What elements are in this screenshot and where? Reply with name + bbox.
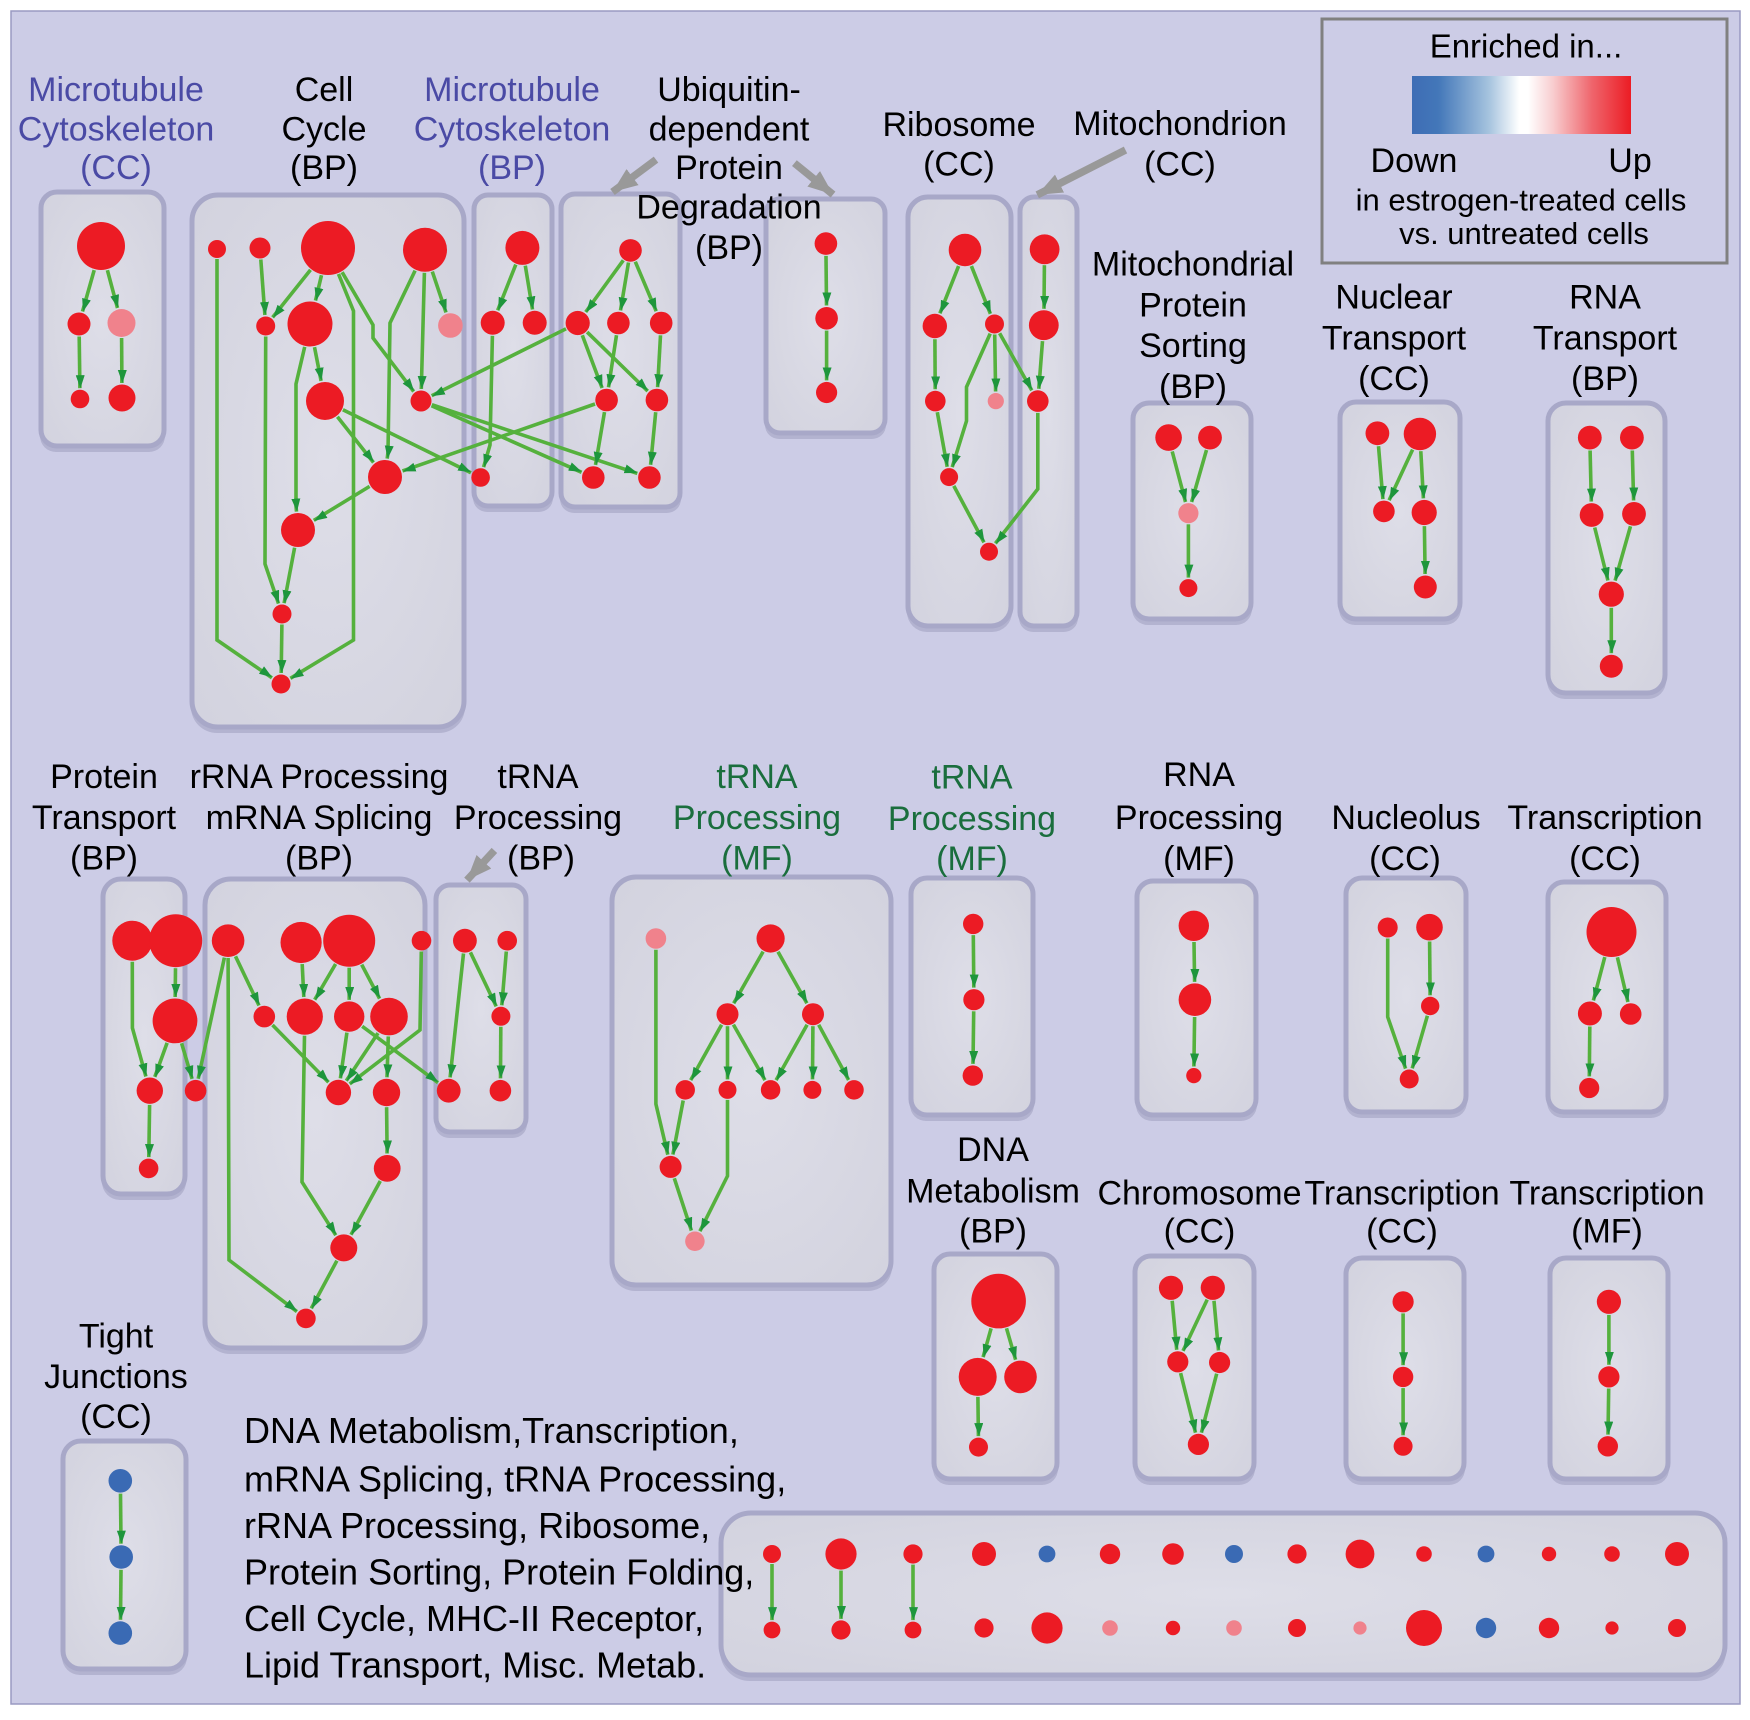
svg-text:(CC): (CC) <box>1358 360 1430 398</box>
svg-text:Sorting: Sorting <box>1139 327 1247 365</box>
svg-text:Junctions: Junctions <box>44 1358 188 1396</box>
svg-text:vs. untreated cells: vs. untreated cells <box>1399 216 1649 251</box>
svg-text:DNA Metabolism,Transcription,: DNA Metabolism,Transcription, <box>244 1410 739 1451</box>
svg-text:(BP): (BP) <box>70 840 138 878</box>
svg-text:Protein: Protein <box>50 758 158 796</box>
svg-text:tRNA: tRNA <box>931 759 1013 797</box>
svg-text:(CC): (CC) <box>1164 1212 1236 1250</box>
svg-text:Mitochondrial: Mitochondrial <box>1092 246 1294 284</box>
svg-text:(BP): (BP) <box>290 149 358 187</box>
svg-text:tRNA: tRNA <box>716 758 798 796</box>
svg-text:mRNA Splicing: mRNA Splicing <box>206 799 433 837</box>
svg-text:Up: Up <box>1608 142 1651 180</box>
svg-text:rRNA Processing: rRNA Processing <box>190 758 449 796</box>
svg-text:(CC): (CC) <box>80 1398 152 1436</box>
svg-text:Processing: Processing <box>1115 799 1283 837</box>
svg-text:Processing: Processing <box>673 799 841 837</box>
svg-text:Microtubule: Microtubule <box>424 71 600 109</box>
svg-text:(MF): (MF) <box>936 840 1008 878</box>
svg-text:Lipid Transport, Misc. Metab.: Lipid Transport, Misc. Metab. <box>244 1644 706 1685</box>
svg-text:(CC): (CC) <box>1144 145 1216 183</box>
svg-text:(CC): (CC) <box>1369 840 1441 878</box>
svg-text:Transport: Transport <box>1533 319 1678 357</box>
svg-text:tRNA: tRNA <box>497 758 579 796</box>
svg-text:Nucleolus: Nucleolus <box>1331 799 1480 837</box>
svg-text:RNA: RNA <box>1163 756 1235 794</box>
svg-text:Degradation: Degradation <box>636 188 821 226</box>
svg-text:Transcription: Transcription <box>1509 1174 1704 1212</box>
svg-text:Tight: Tight <box>79 1318 154 1356</box>
svg-text:(CC): (CC) <box>1569 840 1641 878</box>
svg-text:(BP): (BP) <box>507 840 575 878</box>
svg-text:Metabolism: Metabolism <box>906 1173 1080 1211</box>
svg-text:RNA: RNA <box>1569 279 1641 317</box>
svg-text:(BP): (BP) <box>478 149 546 187</box>
svg-text:(CC): (CC) <box>923 145 995 183</box>
svg-text:Cytoskeleton: Cytoskeleton <box>414 110 611 148</box>
svg-text:(BP): (BP) <box>695 229 763 267</box>
svg-text:in estrogen-treated cells: in estrogen-treated cells <box>1356 183 1687 218</box>
svg-text:Transcription: Transcription <box>1304 1174 1499 1212</box>
svg-text:Transport: Transport <box>32 799 177 837</box>
svg-text:Transport: Transport <box>1322 319 1467 357</box>
svg-text:mRNA Splicing, tRNA Processing: mRNA Splicing, tRNA Processing, <box>244 1458 786 1499</box>
svg-text:(BP): (BP) <box>285 840 353 878</box>
svg-text:(MF): (MF) <box>1571 1212 1643 1250</box>
svg-text:(MF): (MF) <box>1163 840 1235 878</box>
svg-text:Down: Down <box>1371 142 1458 180</box>
svg-text:(BP): (BP) <box>1571 360 1639 398</box>
svg-text:(BP): (BP) <box>1159 368 1227 406</box>
svg-text:(MF): (MF) <box>721 840 793 878</box>
svg-text:Nuclear: Nuclear <box>1335 279 1452 317</box>
svg-text:Protein Sorting, Protein Foldi: Protein Sorting, Protein Folding, <box>244 1551 754 1592</box>
svg-text:Enriched in...: Enriched in... <box>1430 28 1623 65</box>
svg-text:dependent: dependent <box>649 110 810 148</box>
svg-text:(CC): (CC) <box>80 149 152 187</box>
svg-text:Ribosome: Ribosome <box>882 106 1035 144</box>
svg-text:Cell Cycle, MHC-II Receptor,: Cell Cycle, MHC-II Receptor, <box>244 1598 704 1639</box>
svg-text:Transcription: Transcription <box>1507 799 1702 837</box>
svg-text:Protein: Protein <box>1139 286 1247 324</box>
svg-text:rRNA Processing, Ribosome,: rRNA Processing, Ribosome, <box>244 1505 710 1546</box>
svg-text:Cycle: Cycle <box>281 110 366 148</box>
svg-text:Processing: Processing <box>888 800 1056 838</box>
svg-text:Cytoskeleton: Cytoskeleton <box>18 110 215 148</box>
svg-text:Mitochondrion: Mitochondrion <box>1073 105 1287 143</box>
svg-text:Ubiquitin-: Ubiquitin- <box>657 71 801 109</box>
svg-text:(CC): (CC) <box>1366 1212 1438 1250</box>
svg-text:Processing: Processing <box>454 799 622 837</box>
svg-text:Chromosome: Chromosome <box>1097 1174 1301 1212</box>
svg-text:Cell: Cell <box>295 71 354 109</box>
svg-text:DNA: DNA <box>957 1131 1029 1169</box>
svg-text:Protein: Protein <box>675 149 783 187</box>
svg-text:Microtubule: Microtubule <box>28 71 204 109</box>
svg-text:(BP): (BP) <box>959 1212 1027 1250</box>
